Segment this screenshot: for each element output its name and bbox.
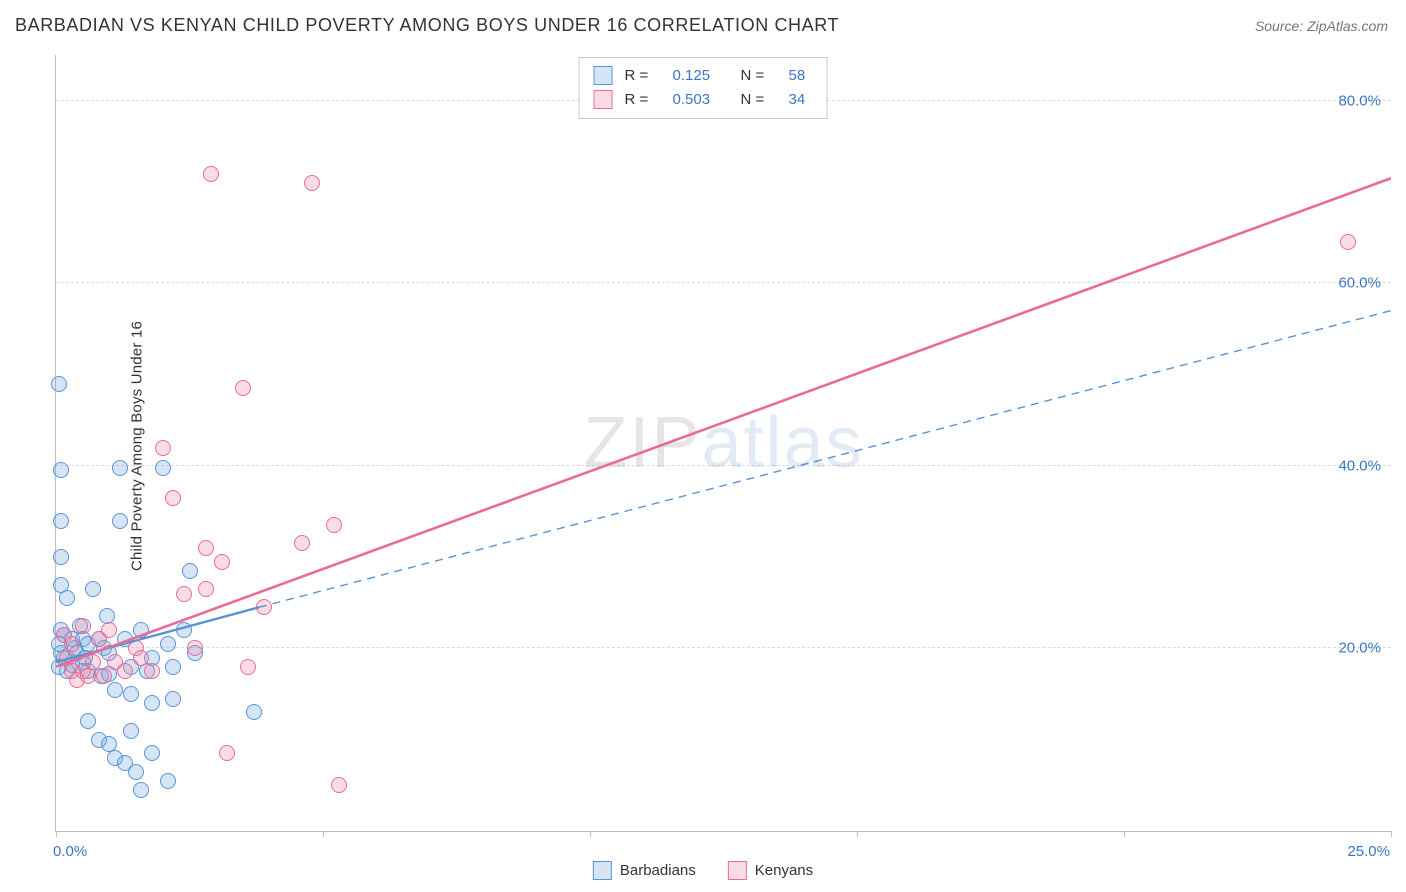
- gridline: [56, 465, 1391, 466]
- y-tick-label: 60.0%: [1338, 275, 1381, 292]
- gridline: [56, 647, 1391, 648]
- data-point: [182, 563, 198, 579]
- n-label: N =: [741, 91, 777, 108]
- data-point: [165, 691, 181, 707]
- data-point: [160, 773, 176, 789]
- watermark-atlas: atlas: [701, 402, 863, 484]
- data-point: [51, 376, 67, 392]
- data-point: [187, 640, 203, 656]
- data-point: [198, 581, 214, 597]
- series-legend: Barbadians Kenyans: [593, 861, 813, 880]
- data-point: [294, 535, 310, 551]
- x-tick: [590, 831, 591, 837]
- data-point: [75, 618, 91, 634]
- legend-row-kenyans: R = 0.503 N = 34: [594, 87, 813, 111]
- r-label: R =: [625, 91, 661, 108]
- data-point: [117, 663, 133, 679]
- legend-item-kenyans: Kenyans: [728, 861, 813, 880]
- y-tick-label: 20.0%: [1338, 640, 1381, 657]
- data-point: [246, 704, 262, 720]
- data-point: [165, 659, 181, 675]
- x-tick: [56, 831, 57, 837]
- legend-item-barbadians: Barbadians: [593, 861, 696, 880]
- data-point: [53, 549, 69, 565]
- source-label: Source: ZipAtlas.com: [1255, 18, 1388, 34]
- scatter-plot-area: ZIPatlas 20.0% 40.0% 60.0% 80.0%: [55, 55, 1391, 832]
- n-value-kenyans: 34: [789, 91, 813, 108]
- chart-title: BARBADIAN VS KENYAN CHILD POVERTY AMONG …: [15, 15, 839, 36]
- x-tick-label: 25.0%: [1347, 843, 1390, 860]
- legend-row-barbadians: R = 0.125 N = 58: [594, 63, 813, 87]
- data-point: [214, 554, 230, 570]
- r-value-barbadians: 0.125: [673, 67, 729, 84]
- data-point: [160, 636, 176, 652]
- data-point: [85, 654, 101, 670]
- data-point: [53, 462, 69, 478]
- data-point: [101, 622, 117, 638]
- data-point: [144, 745, 160, 761]
- x-tick: [857, 831, 858, 837]
- y-tick-label: 40.0%: [1338, 457, 1381, 474]
- data-point: [304, 175, 320, 191]
- data-point: [235, 380, 251, 396]
- data-point: [112, 513, 128, 529]
- data-point: [123, 723, 139, 739]
- data-point: [256, 599, 272, 615]
- data-point: [198, 540, 214, 556]
- swatch-kenyans: [594, 90, 613, 109]
- swatch-kenyans: [728, 861, 747, 880]
- data-point: [85, 581, 101, 597]
- data-point: [53, 513, 69, 529]
- data-point: [107, 682, 123, 698]
- data-point: [219, 745, 235, 761]
- data-point: [80, 668, 96, 684]
- data-point: [64, 636, 80, 652]
- data-point: [144, 663, 160, 679]
- data-point: [133, 622, 149, 638]
- n-label: N =: [741, 67, 777, 84]
- data-point: [144, 695, 160, 711]
- r-label: R =: [625, 67, 661, 84]
- data-point: [326, 517, 342, 533]
- correlation-legend: R = 0.125 N = 58 R = 0.503 N = 34: [579, 57, 828, 119]
- r-value-kenyans: 0.503: [673, 91, 729, 108]
- gridline: [56, 282, 1391, 283]
- data-point: [165, 490, 181, 506]
- data-point: [112, 460, 128, 476]
- data-point: [155, 440, 171, 456]
- data-point: [176, 622, 192, 638]
- data-point: [176, 586, 192, 602]
- data-point: [96, 668, 112, 684]
- data-point: [1340, 234, 1356, 250]
- x-tick: [1391, 831, 1392, 837]
- n-value-barbadians: 58: [789, 67, 813, 84]
- x-tick: [1124, 831, 1125, 837]
- data-point: [80, 713, 96, 729]
- x-tick: [323, 831, 324, 837]
- data-point: [128, 764, 144, 780]
- watermark-zip: ZIP: [583, 402, 701, 484]
- data-point: [155, 460, 171, 476]
- data-point: [133, 782, 149, 798]
- data-point: [203, 166, 219, 182]
- data-point: [331, 777, 347, 793]
- y-tick-label: 80.0%: [1338, 92, 1381, 109]
- data-point: [123, 686, 139, 702]
- x-tick-label: 0.0%: [53, 843, 87, 860]
- data-point: [133, 650, 149, 666]
- legend-label-kenyans: Kenyans: [755, 862, 813, 879]
- data-point: [59, 590, 75, 606]
- swatch-barbadians: [594, 66, 613, 85]
- watermark: ZIPatlas: [583, 402, 863, 484]
- legend-label-barbadians: Barbadians: [620, 862, 696, 879]
- data-point: [240, 659, 256, 675]
- swatch-barbadians: [593, 861, 612, 880]
